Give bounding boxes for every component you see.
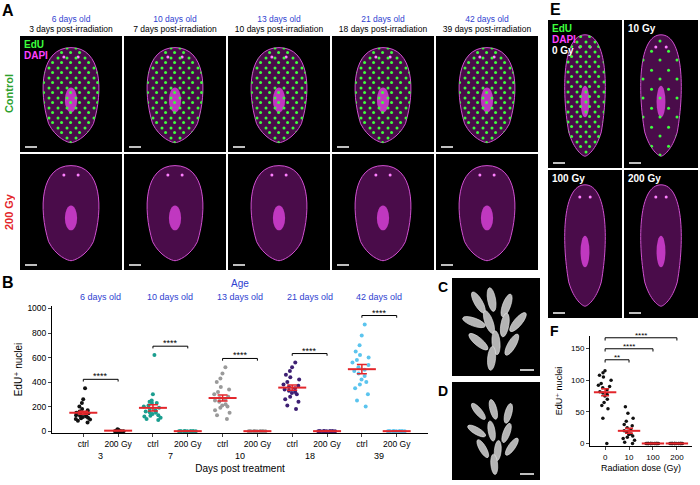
svg-text:****: **** [163,338,178,348]
svg-text:****: **** [635,331,647,340]
svg-text:400: 400 [32,377,46,387]
svg-text:150: 150 [571,344,585,353]
html-text:D: D [438,383,449,399]
svg-text:13 days old: 13 days old [217,292,263,302]
html-text:100 Gy: 100 Gy [552,173,585,184]
svg-text:EdU⁺ nuclei: EdU⁺ nuclei [13,343,24,397]
svg-text:800: 800 [32,328,46,338]
svg-text:100: 100 [571,376,585,385]
svg-text:ctrl: ctrl [78,439,89,449]
html-text:C: C [438,279,449,295]
svg-text:100: 100 [646,453,660,462]
svg-text:0: 0 [603,453,608,462]
html-text:10 days post-irradiation: 10 days post-irradiation [234,24,324,34]
svg-text:50: 50 [575,408,584,417]
svg-text:****: **** [302,346,317,356]
svg-text:0: 0 [42,426,47,436]
html-text:200 Gy: 200 Gy [3,194,15,230]
svg-text:EdU⁺ nuclei: EdU⁺ nuclei [554,367,564,415]
svg-text:0: 0 [580,439,585,448]
svg-text:Days post treatment: Days post treatment [195,463,285,474]
svg-text:600: 600 [32,353,46,363]
html-text:6 days old: 6 days old [51,14,91,24]
svg-text:ctrl: ctrl [147,439,158,449]
svg-text:21 days old: 21 days old [287,292,333,302]
html-text:42 days old: 42 days old [465,14,509,24]
svg-text:200: 200 [670,453,684,462]
svg-text:****: **** [93,371,108,381]
html-text:DAPI: DAPI [24,50,48,61]
html-text:E: E [550,1,561,18]
svg-text:200 Gy: 200 Gy [174,439,202,449]
html-text:A: A [2,2,14,19]
svg-text:****: **** [623,342,635,351]
html-text:13 days old: 13 days old [257,14,301,24]
svg-text:200 Gy: 200 Gy [244,439,272,449]
svg-text:10 days old: 10 days old [147,292,193,302]
svg-text:6 days old: 6 days old [80,292,121,302]
svg-text:**: ** [614,353,620,362]
svg-text:10: 10 [625,453,634,462]
html-text:39 days post-irradiation: 39 days post-irradiation [442,24,532,34]
svg-text:ctrl: ctrl [287,439,298,449]
svg-text:****: **** [233,350,248,360]
html-text:3 days post-irradiation: 3 days post-irradiation [29,24,113,34]
svg-text:ctrl: ctrl [356,439,367,449]
html-text:F: F [550,323,559,339]
svg-text:****: **** [372,308,387,318]
svg-text:ctrl: ctrl [217,439,228,449]
svg-text:42 days old: 42 days old [356,292,402,302]
svg-text:39: 39 [374,451,384,461]
html-text:21 days old: 21 days old [361,14,405,24]
html-text:10 days old: 10 days old [153,14,197,24]
svg-text:10: 10 [235,451,245,461]
html-text:18 days post-irradiation: 18 days post-irradiation [338,24,428,34]
svg-text:200 Gy: 200 Gy [104,439,132,449]
svg-text:200 Gy: 200 Gy [383,439,411,449]
html-text:7 days post-irradiation: 7 days post-irradiation [133,24,217,34]
html-text:EdU: EdU [552,23,572,34]
svg-text:1000: 1000 [27,303,46,313]
svg-text:200: 200 [32,402,46,412]
svg-text:18: 18 [305,451,315,461]
html-text:10 Gy: 10 Gy [628,23,656,34]
svg-text:Radiation dose (Gy): Radiation dose (Gy) [601,463,681,473]
svg-text:Age: Age [231,278,249,289]
html-text:0 Gy: 0 Gy [552,45,574,56]
svg-text:7: 7 [168,451,173,461]
html-text:200 Gy: 200 Gy [628,173,661,184]
html-text:DAPI: DAPI [552,34,576,45]
html-text:Control: Control [3,74,15,114]
html-text:EdU: EdU [24,39,44,50]
svg-text:3: 3 [98,451,103,461]
svg-text:200 Gy: 200 Gy [313,439,341,449]
html-text:B: B [2,274,14,291]
